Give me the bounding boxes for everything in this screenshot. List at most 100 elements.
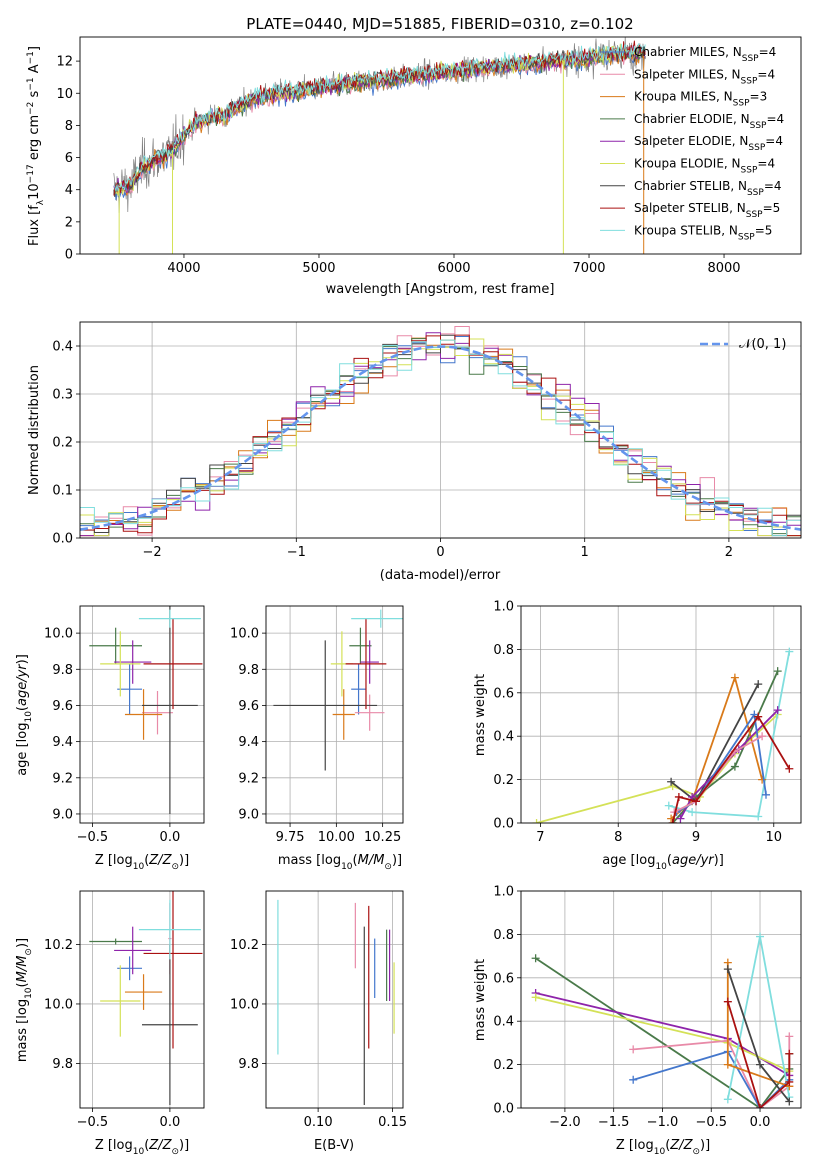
x-tick-label: 8000 — [707, 261, 740, 276]
label-part: 10 — [341, 862, 353, 872]
y-tick-label: 6 — [65, 151, 73, 166]
label-part: )] — [179, 853, 189, 868]
x-axis-label: Z [log10(Z/Z⊙)] — [95, 1138, 189, 1157]
plot-area-age_vs_mass — [273, 609, 403, 771]
weight-marker — [723, 997, 732, 1006]
label-part: Chabrier STELIB, N — [634, 179, 747, 193]
y-tick-label: 1.0 — [493, 885, 514, 900]
y-tick-label: 0.8 — [493, 928, 514, 943]
weight-marker — [688, 808, 697, 817]
weight-marker — [730, 762, 739, 771]
label-part: ⊙ — [171, 1147, 179, 1157]
x-tick-label: 4000 — [167, 261, 200, 276]
label-part: Salpeter ELODIE, N — [634, 134, 748, 148]
legend-entry: Kroupa MILES, NSSP=3 — [634, 90, 767, 109]
weight-marker — [664, 801, 673, 810]
x-tick-label: 0.0 — [750, 1115, 771, 1130]
label-part: =4 — [757, 157, 775, 171]
x-tick-label: 0 — [436, 545, 444, 560]
label-part: Kroupa MILES, N — [634, 90, 733, 104]
x-tick-label: 7 — [536, 830, 544, 845]
weight-line — [726, 1001, 791, 1108]
weight-marker — [756, 932, 765, 941]
label-part: =4 — [759, 45, 777, 59]
label-part: ( — [15, 982, 30, 987]
legend-entry: Chabrier STELIB, NSSP=4 — [634, 179, 782, 198]
y-tick-label: 0.2 — [52, 436, 73, 451]
label-part: ⊙ — [384, 862, 392, 872]
label-part: ( — [667, 853, 672, 868]
label-part: SSP — [738, 232, 755, 242]
y-tick-label: 1.0 — [493, 600, 514, 615]
y-tick-label: 0.4 — [493, 1015, 514, 1030]
label-part: )] — [700, 1138, 710, 1153]
axes-frame — [520, 890, 802, 1109]
x-tick-label: 8 — [614, 830, 622, 845]
weight-marker — [785, 1097, 794, 1106]
y-axis-label: Flux [fλ10−17 erg cm−2 s−1 A−1] — [26, 46, 46, 246]
label-part: ( — [144, 853, 149, 868]
weight-marker — [723, 1095, 732, 1104]
label-part: E(B-V) — [314, 1138, 354, 1153]
label-part: mass [log — [278, 853, 341, 868]
label-part: age [log — [15, 723, 30, 776]
label-part: Salpeter STELIB, N — [634, 201, 746, 215]
label-part: Z/Z — [669, 1138, 693, 1153]
x-tick-label: 2 — [725, 545, 733, 560]
y-tick-label: 0.3 — [52, 388, 73, 403]
x-tick-label: 9 — [692, 830, 700, 845]
label-part: Kroupa ELODIE, N — [634, 157, 741, 171]
weight-marker — [532, 819, 541, 823]
histogram-step — [80, 339, 801, 537]
x-tick-label: 5000 — [302, 261, 335, 276]
label-part: )] — [392, 853, 402, 868]
weight-marker — [754, 680, 763, 689]
y-tick-label: 0 — [65, 248, 73, 263]
label-part: M/M — [358, 853, 385, 868]
x-tick-label: −1.0 — [647, 1115, 679, 1130]
label-part: −1 — [26, 51, 36, 64]
weight-marker — [785, 1077, 794, 1086]
x-tick-label: 0.0 — [160, 1115, 181, 1130]
weight-marker — [692, 797, 700, 806]
label-part: =4 — [757, 67, 775, 81]
y-tick-label: 10.0 — [230, 627, 259, 642]
normal-curve — [80, 345, 801, 531]
label-part: SSP — [741, 76, 758, 86]
y-tick-label: 4 — [65, 183, 73, 198]
label-part: )] — [15, 654, 30, 664]
axes-residuals: −2 −1 0 1 2 0.0 0.1 0.2 0.3 0.4 (data-model)/error… — [27, 321, 802, 583]
axes-frame — [265, 605, 404, 824]
label-part: λ — [36, 199, 46, 205]
weight-marker — [676, 814, 685, 823]
x-axis-label: mass [log10(M/M⊙)] — [278, 853, 402, 872]
axes-mass_vs_EBV: 0.10 0.15 9.8 10.0 10.2 E(B-V) — [230, 890, 407, 1153]
legend-entry: Chabrier ELODIE, NSSP=4 — [634, 112, 784, 131]
label-part: ⊙ — [24, 948, 34, 956]
weight-marker — [758, 775, 767, 784]
y-tick-label: 0.4 — [52, 340, 73, 355]
y-tick-label: 0.6 — [493, 971, 514, 986]
plot-area-mass_vs_EBV — [277, 899, 395, 1106]
y-tick-label: 9.6 — [238, 699, 259, 714]
y-axis-label: age [log10(age/yr)] — [15, 654, 34, 776]
label-part: =4 — [766, 112, 784, 126]
label-part: )] — [179, 1138, 189, 1153]
x-axis-label: E(B-V) — [314, 1138, 354, 1153]
axes-frame — [79, 890, 205, 1109]
x-tick-label: −0.5 — [77, 1115, 109, 1130]
plot-area-age_vs_Z — [89, 606, 203, 814]
label-part: =4 — [764, 179, 782, 193]
axes-age_vs_mass: 9.75 10.00 10.25 9.0 9.2 9.4 9.6 9.8 10.0 mass [l… — [230, 605, 404, 872]
axes-weight_vs_Z: −2.0 −1.5 −1.0 −0.5 0.0 0.0 0.2 0.4 0.6 0.8 1.0 Z [… — [473, 885, 802, 1157]
label-part: Z [log — [95, 1138, 133, 1153]
y-axis-label: mass weight — [473, 959, 488, 1041]
weight-marker — [629, 1045, 638, 1054]
y-tick-label: 0.0 — [493, 1102, 514, 1117]
x-tick-label: 10 — [766, 830, 783, 845]
x-tick-label: 7000 — [572, 261, 605, 276]
weight-marker — [785, 647, 794, 656]
label-part: Z [log — [616, 1138, 654, 1153]
x-axis-label: Z [log10(Z/Z⊙)] — [616, 1138, 710, 1157]
